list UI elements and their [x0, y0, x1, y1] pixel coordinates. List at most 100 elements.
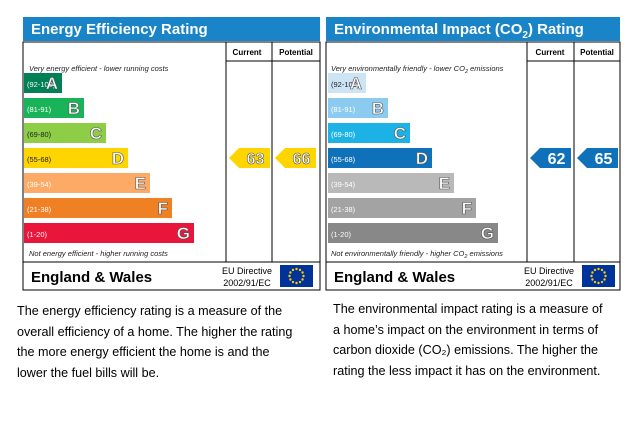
- eu-star-icon: [600, 268, 604, 272]
- energy-band-g: [24, 223, 194, 243]
- environment-description-line: carbon dioxide (CO₂) emissions. The high…: [333, 343, 599, 357]
- environment-band-range: (1-20): [331, 230, 352, 239]
- eu-star-icon: [597, 281, 600, 285]
- eu-star-icon: [288, 274, 291, 278]
- eu-star-icon: [291, 280, 295, 284]
- eu-flag-field: [582, 265, 615, 287]
- eu-star-icon: [590, 274, 593, 278]
- environment-band-c: [328, 123, 410, 143]
- energy-band-range: (1-20): [27, 230, 48, 239]
- environment-band-g: [328, 223, 498, 243]
- eu-star-icon: [291, 268, 295, 272]
- energy-potential-header: Potential: [279, 48, 313, 57]
- environment-band-letter: C: [394, 124, 406, 143]
- energy-band-e: [24, 173, 150, 193]
- energy-bands: (92-100)A (81-91) B (69-80) C (55-68) D (39-54)…: [24, 73, 194, 243]
- environment-band-b: [328, 98, 388, 118]
- energy-current-arrow: [229, 148, 270, 168]
- environment-current-arrow: [530, 148, 571, 168]
- eu-star-icon: [600, 280, 604, 284]
- energy-band-letter: C: [90, 124, 102, 143]
- energy-band-range: (55-68): [27, 155, 52, 164]
- energy-arrows: 63 66: [229, 148, 316, 168]
- environment-band-range: (69-80): [331, 130, 356, 139]
- eu-star-icon: [289, 271, 292, 274]
- energy-current-value: 63: [247, 151, 265, 168]
- eu-star-icon: [289, 278, 292, 281]
- eu-star-icon: [298, 268, 302, 272]
- eu-star-icon: [604, 274, 607, 278]
- eu-star-icon: [593, 268, 597, 272]
- eu-star-icon: [603, 271, 606, 274]
- energy-current-header: Current: [233, 48, 262, 57]
- environment-band-letter: B: [372, 99, 384, 118]
- energy-band-letter: E: [135, 174, 146, 193]
- eu-star-icon: [295, 281, 298, 285]
- environment-description-line: The environmental impact rating is a mea…: [333, 302, 603, 316]
- environment-description-line: rating the less impact it has on the env…: [333, 363, 601, 378]
- eu-star-icon: [298, 280, 302, 284]
- energy-band-a: [24, 73, 62, 93]
- environment-band-range: (81-91): [331, 105, 356, 114]
- energy-header-bar: [23, 17, 320, 41]
- eu-star-icon: [301, 271, 304, 274]
- eu-star-icon: [597, 267, 600, 271]
- energy-band-b: [24, 98, 84, 118]
- environment-band-letter: F: [462, 199, 472, 218]
- environment-band-letter: D: [416, 149, 428, 168]
- energy-potential-value: 66: [293, 151, 311, 168]
- environment-current-header: Current: [536, 48, 565, 57]
- eu-star-icon: [301, 278, 304, 281]
- energy-bottom-note: Not energy efficient - higher running co…: [29, 249, 168, 258]
- environment-directive-line2: 2002/91/EC: [525, 278, 573, 288]
- environment-top-note: Very environmentally friendly - lower CO…: [331, 64, 504, 75]
- environment-band-range: (39-54): [331, 180, 356, 189]
- energy-country: England & Wales: [31, 269, 152, 286]
- eu-star-icon: [591, 271, 594, 274]
- energy-band-range: (39-54): [27, 180, 52, 189]
- energy-band-letter: A: [46, 74, 58, 93]
- energy-panel: Energy Efficiency Rating Current Potenti…: [22, 17, 321, 291]
- energy-description-line: The energy efficiency rating is a measur…: [17, 304, 283, 318]
- environment-band-letter: E: [439, 174, 450, 193]
- eu-star-icon: [591, 278, 594, 281]
- environment-band-a: [328, 73, 366, 93]
- energy-description-line: the more energy efficient the home is an…: [17, 345, 270, 359]
- energy-potential-arrow: [275, 148, 316, 168]
- environment-band-letter: A: [350, 74, 362, 93]
- energy-band-range: (81-91): [27, 105, 52, 114]
- energy-description: The energy efficiency rating is a measur…: [17, 301, 292, 383]
- eu-star-icon: [603, 278, 606, 281]
- energy-band-range: (92-100): [27, 80, 56, 89]
- energy-band-letter: B: [68, 99, 80, 118]
- energy-band-d: [24, 148, 128, 168]
- environment-bottom-note: Not environmentally friendly - higher CO…: [331, 249, 503, 260]
- energy-top-note: Very energy efficient - lower running co…: [29, 64, 169, 73]
- environment-directive-line1: EU Directive: [524, 266, 574, 276]
- environment-bands: (92-100)A (81-91) B (69-80) C (55-68) D (39-54)…: [328, 73, 498, 243]
- energy-directive-line1: EU Directive: [222, 266, 272, 276]
- environment-potential-value: 65: [595, 151, 613, 168]
- energy-description-line: lower the fuel bills will be.: [17, 365, 160, 380]
- eu-flag-icon: [582, 265, 615, 287]
- energy-band-range: (21-38): [27, 205, 52, 214]
- eu-flag-icon: [280, 265, 313, 287]
- environment-description-line: a home’s impact on the environment in te…: [333, 322, 599, 337]
- eu-star-icon: [295, 267, 298, 271]
- energy-description-line: overall efficiency of a home. The higher…: [17, 324, 293, 339]
- environment-country: England & Wales: [334, 269, 455, 286]
- environment-band-d: [328, 148, 432, 168]
- environment-potential-arrow: [577, 148, 618, 168]
- energy-band-range: (69-80): [27, 130, 52, 139]
- energy-band-letter: G: [177, 224, 190, 243]
- environment-panel: Environmental Impact (CO2) Rating Curren…: [325, 17, 621, 291]
- environment-potential-header: Potential: [580, 48, 614, 57]
- environment-band-range: (21-38): [331, 205, 356, 214]
- energy-band-letter: F: [158, 199, 168, 218]
- environment-description: The environmental impact rating is a mea…: [333, 299, 603, 381]
- energy-band-letter: D: [112, 149, 124, 168]
- environment-header-bar: [326, 17, 620, 41]
- eu-flag-field: [280, 265, 313, 287]
- eu-star-icon: [593, 280, 597, 284]
